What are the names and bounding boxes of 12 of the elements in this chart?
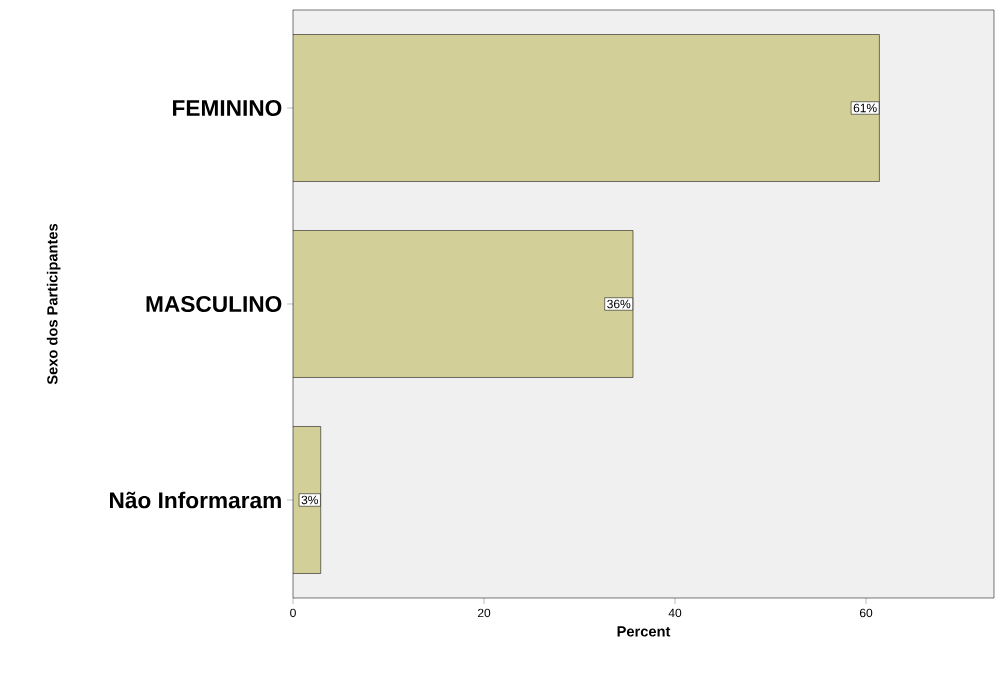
data-label: 36% [607,299,631,309]
data-label: 3% [301,495,319,505]
x-axis-title: Percent [617,626,671,637]
x-tick-label: 0 [290,608,296,618]
data-label: 61% [853,103,877,113]
x-tick-label: 20 [477,608,491,618]
x-tick-label: 40 [668,608,682,618]
y-tick-label: Não Informaram [110,491,281,509]
y-tick-label: FEMININO [173,99,282,117]
x-tick-label: 60 [859,608,873,618]
y-tick-label: MASCULINO [146,295,282,313]
y-axis-title: Sexo dos Participantes [46,223,61,385]
